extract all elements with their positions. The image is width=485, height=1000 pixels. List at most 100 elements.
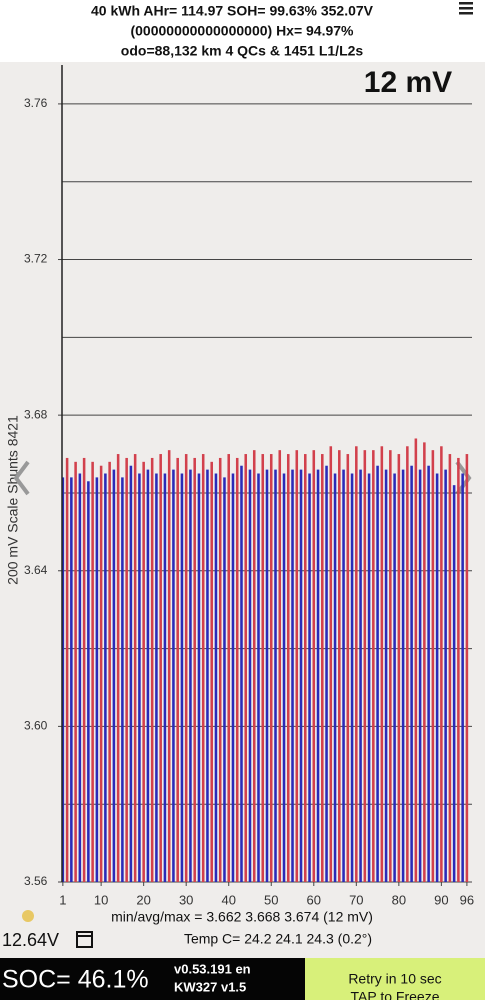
bar [227,454,230,882]
tap-hint[interactable]: TAP to Freeze [351,989,440,1000]
bar [193,457,196,882]
bar [231,473,235,882]
bar [342,469,345,882]
y-tick-label: 3.56 [24,874,48,888]
freeze-button[interactable] [305,958,485,1000]
bar [99,465,103,882]
bar [210,461,213,882]
bar [104,473,107,882]
bar [423,442,426,882]
bar [206,469,209,882]
x-tick-label: 20 [136,892,150,907]
bar [184,454,188,882]
bar [274,469,277,882]
bar [457,457,460,882]
bar [159,454,162,882]
menu-icon[interactable] [459,2,473,15]
bar [325,465,328,882]
soc: SOC= 46.1% [2,966,149,994]
footer-bar [0,958,305,1000]
x-tick-label: 10 [94,892,108,907]
y-tick-label: 3.72 [24,252,48,266]
bar [167,450,171,882]
bar [316,469,320,882]
bar [201,454,205,882]
bar [410,465,413,882]
bar [248,469,252,882]
bar [180,473,184,882]
bar [142,461,145,882]
bar [350,473,354,882]
bar [218,457,222,882]
y-tick-label: 3.68 [24,407,48,421]
bar [389,450,392,882]
bar [359,469,362,882]
x-tick-label: 96 [460,892,474,907]
bar [461,473,464,882]
bar [269,454,273,882]
bar [95,477,99,882]
bar [163,473,167,882]
bar [65,457,69,882]
bar [70,477,73,882]
y-tick-label: 3.60 [24,719,48,733]
bar [427,465,430,882]
bar [257,473,260,882]
bar [397,454,401,882]
bar [240,465,243,882]
bar [91,461,94,882]
bar [125,457,128,882]
bar [155,473,158,882]
y-axis-label: 200 mV Scale Shunts 8421 [5,415,21,585]
bar [265,469,269,882]
bar [295,450,299,882]
header-line: (00000000000000000) Hx= 94.97% [130,23,354,39]
bar [176,457,179,882]
nav-prev[interactable] [13,460,30,496]
bar [121,477,124,882]
bar [197,473,201,882]
bar [278,450,282,882]
bar [138,473,141,882]
bar [376,465,379,882]
bar [172,469,175,882]
bar [74,461,77,882]
y-tick-label: 3.64 [24,563,48,577]
aux-voltage: 12.64V [2,930,59,950]
x-tick-label: 50 [264,892,278,907]
calendar-icon [76,931,93,948]
bar [150,457,154,882]
bar [78,473,82,882]
bar [346,454,350,882]
x-tick-label: 1 [59,892,66,907]
nav-next[interactable] [455,460,472,496]
bar [363,450,367,882]
header-line: 40 kWh AHr= 114.97 SOH= 99.63% 352.07V [91,3,374,19]
x-tick-label: 90 [434,892,448,907]
bar [321,454,324,882]
bar [465,454,469,882]
x-tick-label: 40 [221,892,235,907]
y-tick-label: 3.76 [24,96,48,110]
bar [304,454,307,882]
temp: Temp C= 24.2 24.1 24.3 (0.2°) [184,931,372,947]
bar [435,473,439,882]
bar [418,469,422,882]
header-line: odo=88,132 km 4 QCs & 1451 L1/L2s [121,43,364,59]
bar [414,438,418,882]
bar [286,454,290,882]
x-tick-label: 30 [179,892,193,907]
bar [393,473,396,882]
bar [214,473,218,882]
bar [401,469,405,882]
bar [355,446,358,882]
bar [308,473,311,882]
bar [87,481,90,882]
retry[interactable]: Retry in 10 sec [348,971,441,987]
bar [133,454,137,882]
bar [112,469,116,882]
bulb-icon [22,910,34,922]
bar [146,469,150,882]
bar [108,461,111,882]
